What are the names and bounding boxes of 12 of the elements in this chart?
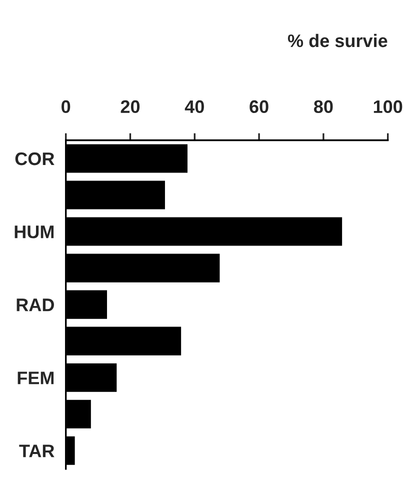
y-tick-label: HUM [14, 226, 54, 238]
x-tick-label: 60 [250, 100, 268, 114]
x-tick-label: 20 [120, 100, 140, 114]
x-tick-label: 80 [314, 100, 333, 114]
x-tick-label: 100 [374, 100, 402, 114]
y-tick-label: COR [15, 152, 54, 166]
x-tick-label: 40 [184, 100, 204, 114]
y-tick-label: TAR [19, 444, 54, 458]
y-tick-label: FEM [18, 372, 54, 384]
x-tick-label: 0 [62, 100, 70, 114]
y-tick-label: RAD [16, 298, 54, 312]
x-axis-title: % de survie [288, 34, 388, 48]
